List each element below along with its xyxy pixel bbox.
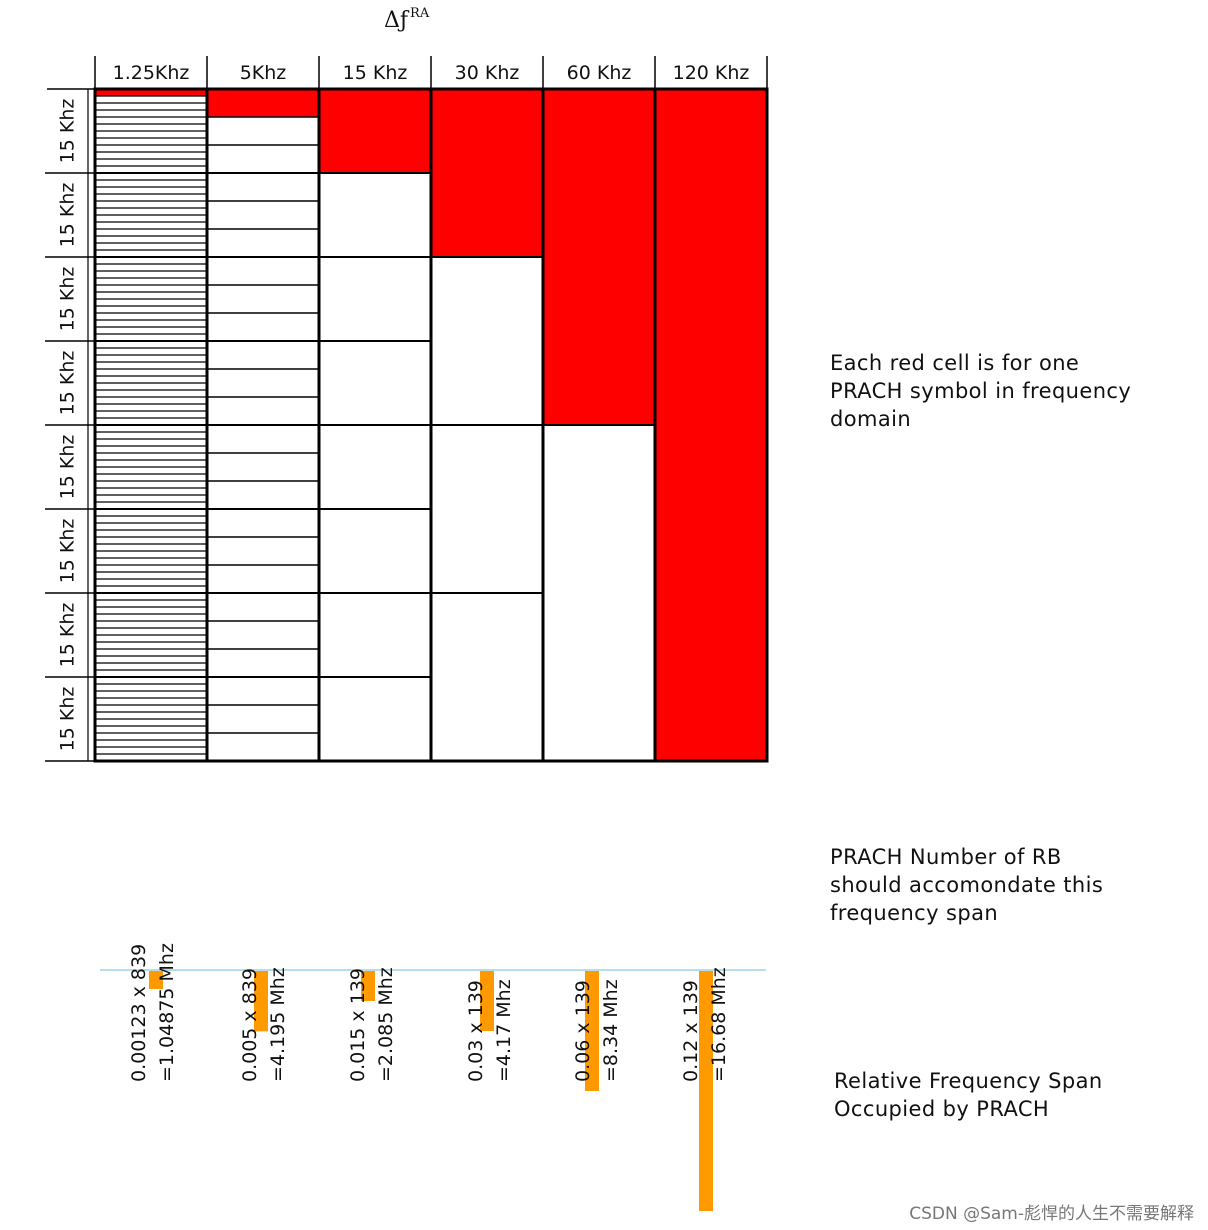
column-label-2: 5Khz bbox=[239, 62, 287, 84]
row-label-8: 15 Khz bbox=[56, 686, 79, 752]
formula-3: 0.015 x 139 =2.085 Mhz bbox=[347, 967, 397, 1082]
frequency-span-bars bbox=[100, 969, 766, 1211]
span-bar-5 bbox=[585, 971, 599, 1091]
row-label-1: 15 Khz bbox=[56, 98, 79, 164]
red-cell-col-1 bbox=[95, 89, 207, 96]
row-label-2: 15 Khz bbox=[56, 182, 79, 248]
red-cell-col-5 bbox=[543, 89, 655, 425]
red-cell-col-6 bbox=[655, 89, 767, 761]
watermark: CSDN @Sam-彪悍的人生不需要解释 bbox=[909, 1204, 1194, 1224]
column-label-4: 30 Khz bbox=[454, 62, 520, 84]
span-bar-4 bbox=[480, 971, 494, 1031]
column-label-1: 1.25Khz bbox=[112, 62, 190, 84]
row-label-5: 15 Khz bbox=[56, 434, 79, 500]
span-bar-1 bbox=[149, 971, 163, 989]
span-note: Relative Frequency Span Occupied by PRACH bbox=[834, 1069, 1103, 1121]
formula-5: 0.06 x 139 =8.34 Mhz bbox=[572, 979, 622, 1082]
formula-6: 0.12 x 139 =16.68 Mhz bbox=[680, 967, 730, 1082]
grid-lines bbox=[45, 56, 769, 763]
row-label-6: 15 Khz bbox=[56, 518, 79, 584]
span-bar-3 bbox=[361, 971, 375, 1001]
column-label-5: 60 Khz bbox=[566, 62, 632, 84]
red-cell-col-4 bbox=[431, 89, 543, 257]
row-label-3: 15 Khz bbox=[56, 266, 79, 332]
delta-f-ra-title: Δƒ RA bbox=[384, 6, 430, 33]
formula-1: 0.00123 x 839 =1.04875 Mhz bbox=[128, 943, 178, 1082]
span-bar-6 bbox=[699, 971, 713, 1211]
column-label-3: 15 Khz bbox=[342, 62, 408, 84]
red-cell-col-3 bbox=[319, 89, 431, 173]
column-label-6: 120 Khz bbox=[672, 62, 750, 84]
grid-cells bbox=[95, 89, 767, 761]
rb-note: PRACH Number of RB should accomondate thi… bbox=[830, 845, 1104, 925]
row-label-4: 15 Khz bbox=[56, 350, 79, 416]
red-cell-note: Each red cell is for one PRACH symbol in … bbox=[830, 351, 1132, 431]
formula-4: 0.03 x 139 =4.17 Mhz bbox=[465, 979, 515, 1082]
span-bar-2 bbox=[254, 971, 268, 1032]
red-cell-col-2 bbox=[207, 89, 319, 117]
row-label-7: 15 Khz bbox=[56, 602, 79, 668]
formula-2: 0.005 x 839 =4.195 Mhz bbox=[239, 967, 289, 1082]
